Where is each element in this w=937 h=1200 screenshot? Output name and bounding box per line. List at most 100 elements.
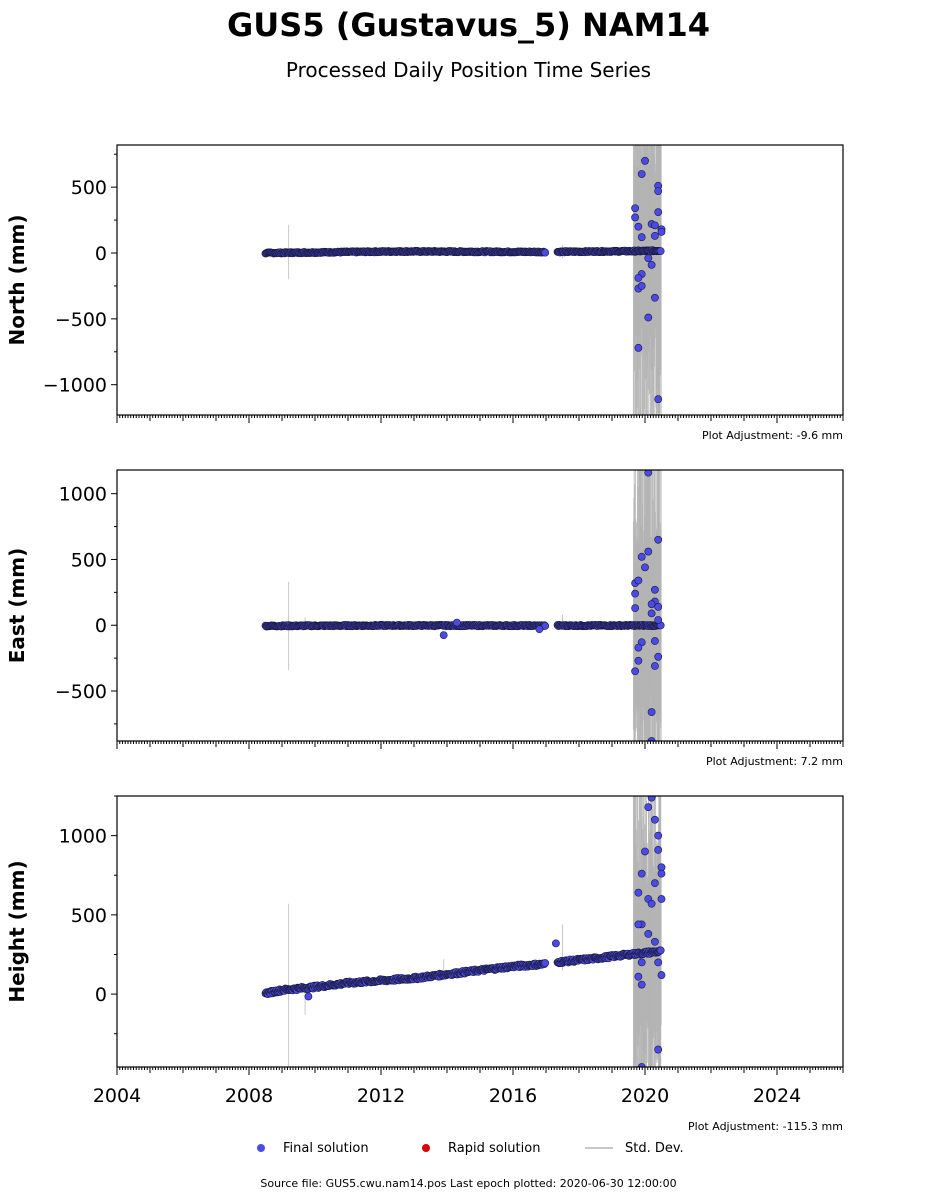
final-solution-point [651,221,659,230]
final-solution-point [651,637,659,645]
final-solution-point [654,845,663,854]
y-tick-label: −1000 [43,375,107,397]
y-axis-label: East (mm) [5,548,29,664]
final-solution-point [654,616,663,624]
final-solution-point [637,958,646,967]
x-tick-label: 2024 [753,1085,801,1107]
x-tick-label: 2004 [93,1085,141,1107]
final-solution-point [634,888,643,897]
final-solution-point [654,535,663,544]
final-solution-point [552,939,560,948]
plot-adjustment-note: Plot Adjustment: 7.2 mm [706,755,843,768]
final-solution-point [634,343,643,352]
chart-subtitle: Processed Daily Position Time Series [285,58,652,82]
legend: Final solution Rapid solution Std. Dev. [0,1138,937,1158]
plot-adjustment-note: Plot Adjustment: -115.3 mm [688,1120,843,1133]
final-solution-point [644,470,653,477]
final-solution-point [631,204,639,213]
stddev-bars [288,796,662,1067]
final-solution-point [541,622,550,630]
final-solution-point [637,869,646,878]
final-solution-point [654,958,663,967]
final-solution-marker-icon [257,1144,265,1152]
final-solution-points [261,470,665,741]
final-solution-point [631,667,639,676]
y-tick-label: −500 [55,309,107,331]
final-solution-point [651,879,659,888]
y-tick-label: 0 [95,615,107,637]
final-solution-point [657,895,666,903]
final-solution-point [657,971,666,979]
final-solution-point [641,156,649,165]
x-tick-label: 2012 [357,1085,405,1107]
final-solution-point [644,313,653,322]
legend-stddev-label: Std. Dev. [625,1140,684,1156]
panel-0: 500 0 −500 −1000 North (mm) Plot Adjustment: … [5,144,844,442]
final-solution-point [631,213,639,222]
chart-title: GUS5 (Gustavus_5) NAM14 [227,6,710,44]
plot-area [261,470,665,741]
legend-rapid-label: Rapid solution [448,1140,541,1156]
final-solution-point [651,231,659,240]
final-solution-point [634,656,643,665]
final-solution-point [535,625,544,634]
final-solution-point [657,869,666,878]
y-tick-label: 500 [71,905,107,927]
final-solution-point [651,815,659,824]
final-solution-point [541,248,550,257]
source-footer: Source file: GUS5.cwu.nam14.pos Last epo… [260,1177,677,1190]
final-solution-point [634,222,643,231]
y-tick-label: 1000 [59,484,107,506]
final-solution-point [634,972,643,981]
y-tick-label: 1000 [59,826,107,848]
y-axis-label: Height (mm) [5,860,29,1002]
final-solution-point [647,260,656,269]
y-axis-label: North (mm) [5,214,29,345]
final-solution-point [654,208,663,217]
final-solution-point [647,708,656,716]
plot-frame [116,795,844,1068]
plot-adjustment-note: Plot Adjustment: -9.6 mm [702,429,843,442]
final-solution-points [261,796,666,1067]
final-solution-point [654,187,663,195]
final-solution-point [647,609,656,618]
final-solution-point [634,643,643,652]
final-solution-point [637,282,646,290]
legend-final-label: Final solution [283,1140,369,1156]
final-solution-point [541,959,550,967]
final-solution-point [634,920,643,929]
legend-stddev: Std. Dev. [585,1138,684,1158]
final-solution-point [654,602,663,611]
stddev-bars [288,145,662,415]
y-tick-label: 0 [95,984,107,1006]
final-solution-point [631,604,639,613]
final-solution-point [651,937,659,946]
rapid-solution-marker-icon [422,1144,430,1152]
plot-area [261,796,666,1067]
final-solution-point [656,946,665,955]
final-solution-point [634,274,643,282]
x-tick-label: 2016 [489,1085,537,1107]
final-solution-point [644,254,653,263]
final-solution-point [641,847,649,856]
final-solution-point [631,589,639,598]
final-solution-point [651,293,659,302]
y-tick-label: −500 [55,681,107,703]
final-solution-point [644,803,653,811]
final-solution-point [452,618,461,627]
x-tick-label: 2008 [225,1085,273,1107]
panel-1: 1000 500 0 −500 East (mm) Plot Adjustment: 7.… [5,469,844,768]
legend-rapid: Rapid solution [422,1138,540,1158]
final-solution-point [654,652,663,661]
final-solution-points [261,156,666,404]
final-solution-point [637,170,646,178]
final-solution-point [439,631,448,639]
y-tick-label: 500 [71,177,107,199]
final-solution-point [304,992,313,1001]
plot-frame [116,144,844,416]
final-solution-point [654,395,663,404]
stddev-line-icon [585,1147,613,1149]
final-solution-point [656,247,665,256]
final-solution-point [644,929,653,938]
